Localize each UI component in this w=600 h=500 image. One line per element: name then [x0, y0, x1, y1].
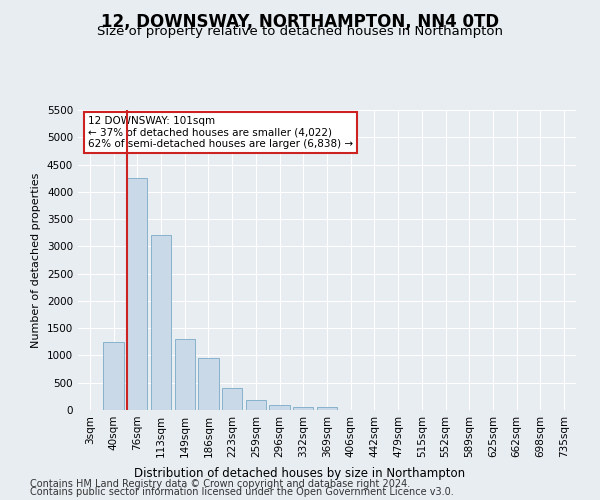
- Text: 12 DOWNSWAY: 101sqm
← 37% of detached houses are smaller (4,022)
62% of semi-det: 12 DOWNSWAY: 101sqm ← 37% of detached ho…: [88, 116, 353, 149]
- Bar: [246, 400, 266, 410]
- Text: Distribution of detached houses by size in Northampton: Distribution of detached houses by size …: [134, 467, 466, 480]
- Bar: [151, 236, 171, 410]
- Bar: [269, 404, 290, 410]
- Bar: [222, 388, 242, 410]
- Bar: [127, 178, 148, 410]
- Text: Size of property relative to detached houses in Northampton: Size of property relative to detached ho…: [97, 25, 503, 38]
- Bar: [175, 339, 195, 410]
- Text: 12, DOWNSWAY, NORTHAMPTON, NN4 0TD: 12, DOWNSWAY, NORTHAMPTON, NN4 0TD: [101, 12, 499, 30]
- Text: Contains public sector information licensed under the Open Government Licence v3: Contains public sector information licen…: [30, 487, 454, 497]
- Bar: [293, 406, 313, 410]
- Bar: [199, 358, 218, 410]
- Bar: [317, 406, 337, 410]
- Bar: [103, 342, 124, 410]
- Text: Contains HM Land Registry data © Crown copyright and database right 2024.: Contains HM Land Registry data © Crown c…: [30, 479, 410, 489]
- Y-axis label: Number of detached properties: Number of detached properties: [31, 172, 41, 348]
